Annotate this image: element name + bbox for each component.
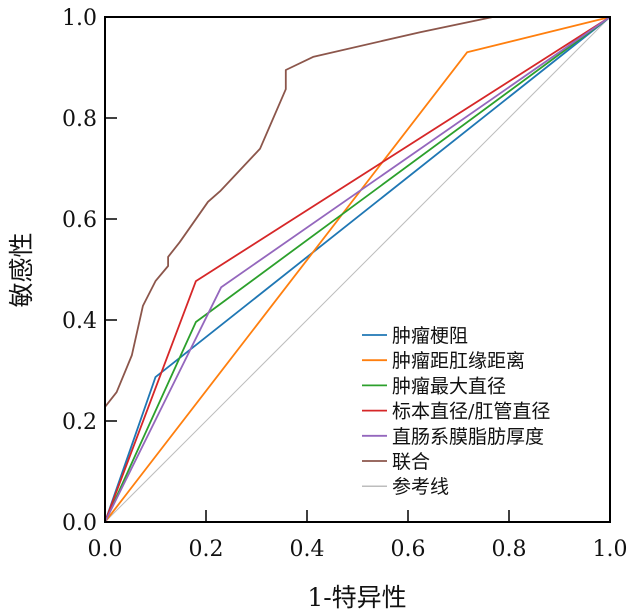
legend-label: 肿瘤距肛缘距离 [392, 350, 525, 372]
y-tick-label: 0.4 [62, 309, 97, 334]
y-axis-title: 敏感性 [7, 232, 36, 307]
legend-label: 参考线 [392, 476, 449, 498]
x-tick-label: 0.4 [290, 537, 325, 562]
legend-label: 肿瘤最大直径 [392, 375, 506, 397]
series-line-6 [104, 16, 611, 523]
legend-item: 肿瘤梗阻 [362, 325, 468, 347]
plot-frame [104, 16, 611, 523]
legend-item: 联合 [362, 451, 430, 473]
y-tick-label: 0.8 [62, 107, 97, 132]
legend-item: 直肠系膜脂肪厚度 [362, 426, 544, 448]
legend-item: 肿瘤最大直径 [362, 375, 506, 397]
x-tick-label: 0.6 [391, 537, 426, 562]
x-tick-label: 0.2 [189, 537, 224, 562]
legend-item: 肿瘤距肛缘距离 [362, 350, 525, 372]
y-tick-label: 0.2 [62, 410, 97, 435]
x-axis-title: 1-特异性 [307, 583, 406, 612]
y-tick-label: 1.0 [62, 6, 97, 31]
y-tick-label: 0.0 [62, 511, 97, 536]
legend-item: 标本直径/肛管直径 [362, 401, 550, 423]
x-tick-label: 0.8 [492, 537, 527, 562]
legend-item: 参考线 [362, 476, 449, 498]
series-line-5 [104, 16, 610, 522]
legend-label: 直肠系膜脂肪厚度 [392, 426, 544, 448]
ticks-layer: 0.0 0.2 0.4 0.6 0.8 1.0 0.0 0.2 0.4 0.6 0.8 1.0 [62, 6, 628, 562]
x-tick-label: 0.0 [88, 537, 123, 562]
legend-label: 联合 [392, 451, 430, 473]
series-line-1 [104, 16, 611, 523]
legend-label: 标本直径/肛管直径 [392, 401, 550, 423]
x-tick-label: 1.0 [593, 537, 628, 562]
series-layer [104, 16, 611, 523]
series-line-2 [104, 16, 611, 523]
series-line-3 [104, 16, 611, 523]
series-line-0 [104, 16, 611, 523]
legend-label: 肿瘤梗阻 [392, 325, 468, 347]
y-tick-label: 0.6 [62, 208, 97, 233]
series-line-4 [104, 16, 611, 523]
